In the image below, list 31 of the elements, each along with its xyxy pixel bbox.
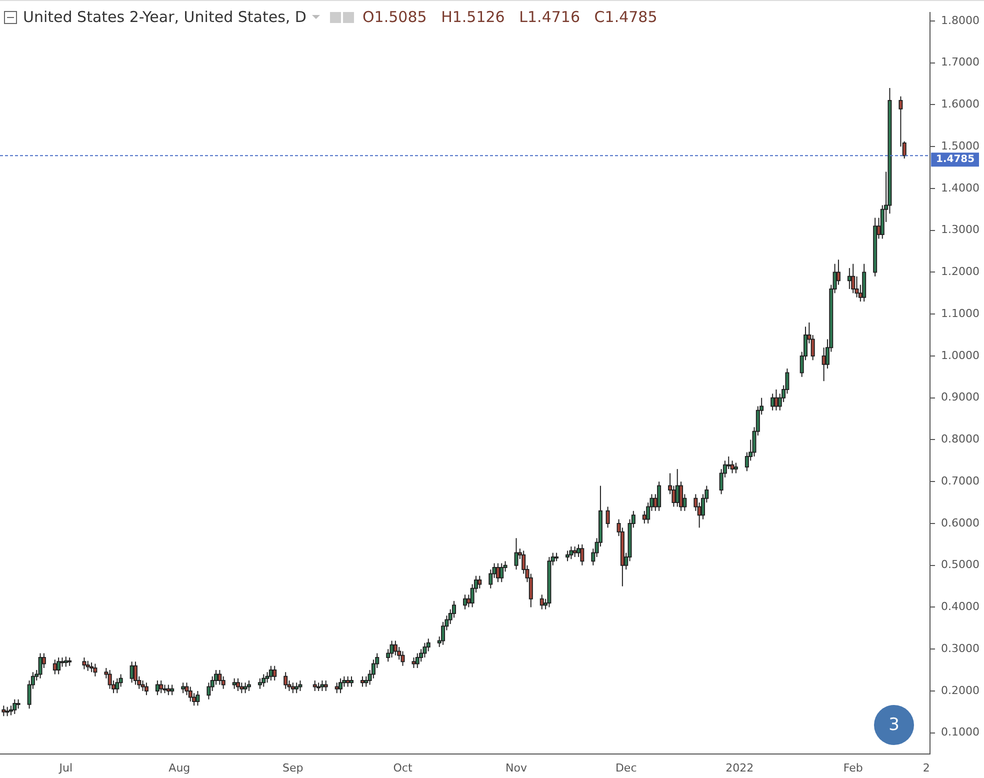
y-tick-label: 1.4000 xyxy=(941,181,980,194)
y-tick-label: 1.3000 xyxy=(941,223,980,236)
y-tick-label: 1.5000 xyxy=(941,139,980,152)
x-tick-label: Feb xyxy=(843,761,863,774)
x-tick-label: Dec xyxy=(615,761,637,774)
y-tick-label: 0.1000 xyxy=(941,726,980,739)
x-tick-label: Sep xyxy=(282,761,304,774)
y-tick-label: 0.8000 xyxy=(941,432,980,446)
y-tick-label: 1.6000 xyxy=(941,98,980,111)
x-tick-label: 2022 xyxy=(726,761,754,774)
y-tick-label: 1.7000 xyxy=(941,56,980,69)
x-tick-label: Oct xyxy=(393,761,413,774)
number-badge: 3 xyxy=(874,705,914,745)
y-tick-label: 0.2000 xyxy=(941,684,980,697)
y-tick-label: 1.1000 xyxy=(941,306,980,320)
y-tick-label: 1.8000 xyxy=(941,14,980,27)
y-tick-label: 0.3000 xyxy=(941,642,980,655)
chart-title: United States 2-Year, United States, D xyxy=(23,8,306,26)
y-tick-label: 1.0000 xyxy=(941,348,980,362)
y-tick-label: 0.7000 xyxy=(941,474,980,488)
y-tick-label: 0.5000 xyxy=(941,558,980,572)
y-tick-label: 1.2000 xyxy=(941,265,980,278)
y-tick-label: 0.9000 xyxy=(941,390,980,404)
x-tick-label: Jul xyxy=(58,761,73,774)
x-tick-label: Aug xyxy=(168,761,190,774)
y-tick-label: 0.6000 xyxy=(941,516,980,530)
ref-line-label: 1.4785 xyxy=(936,154,975,166)
y-tick-label: 0.4000 xyxy=(941,600,980,614)
x-tick-label: Nov xyxy=(506,761,528,774)
chart-subtitle: O1.5085 H1.5126 L1.4716 C1.4785 xyxy=(362,8,658,26)
x-tick-label: 2 xyxy=(922,761,930,774)
